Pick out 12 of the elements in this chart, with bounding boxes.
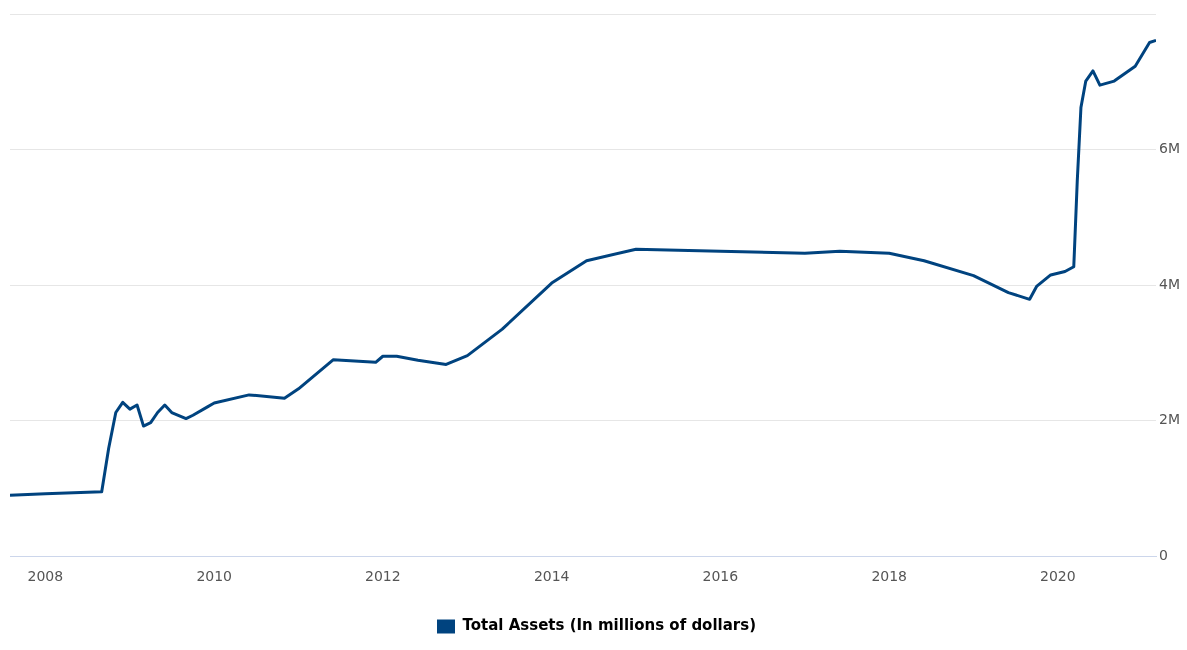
x-tick-label: 2008 xyxy=(27,568,64,585)
x-tick-label: 2018 xyxy=(871,568,908,585)
x-tick-label: 2010 xyxy=(196,568,233,585)
y-tick-label: 2M xyxy=(1159,411,1181,428)
y-tick-label: 0 xyxy=(1159,546,1168,563)
legend-label: Total Assets (In millions of dollars) xyxy=(462,616,757,635)
x-tick-label: 2016 xyxy=(702,568,739,585)
x-tick-label: 2012 xyxy=(365,568,401,585)
x-tick-label: 2020 xyxy=(1040,568,1076,585)
y-tick-label: 4M xyxy=(1159,275,1181,292)
y-tick-label: 6M xyxy=(1159,140,1181,157)
x-tick-label: 2014 xyxy=(533,568,570,585)
